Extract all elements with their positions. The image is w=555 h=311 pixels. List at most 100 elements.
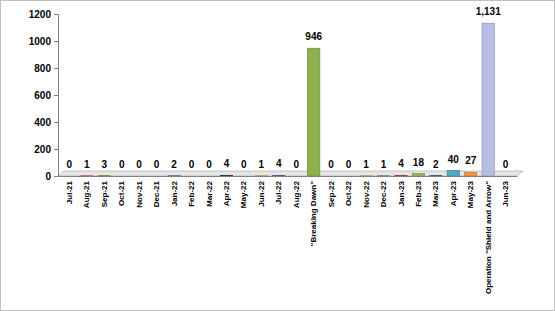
x-tick-label: Feb-23 [414, 180, 423, 206]
y-tick: 200 [34, 144, 58, 155]
x-tick: Oct-22 [344, 176, 353, 206]
x-tick-label: Oct-22 [344, 180, 353, 205]
x-tick-label: Jul-22 [274, 180, 283, 204]
data-label: 1 [259, 159, 265, 170]
x-tick: Aug-21 [82, 176, 91, 208]
data-label: 1 [84, 159, 90, 170]
x-tick: Feb-22 [187, 176, 196, 207]
x-tick: Oct-21 [117, 176, 126, 206]
bar [465, 172, 477, 176]
bar [168, 175, 180, 176]
x-tick-label: May-23 [466, 180, 475, 208]
x-tick: Apr-22 [222, 176, 231, 206]
bar [395, 175, 407, 176]
y-tick-mark [54, 41, 58, 42]
y-tick-mark [54, 95, 58, 96]
x-tick: Jul-21 [65, 176, 74, 204]
y-tick-label: 1000 [29, 36, 52, 47]
x-tick-label: Oct-21 [117, 180, 126, 205]
data-label: 0 [346, 159, 352, 170]
bar [360, 175, 372, 176]
y-tick: 1000 [29, 36, 58, 47]
data-label: 3 [101, 159, 107, 170]
data-label: 0 [503, 159, 509, 170]
y-tick-mark [54, 68, 58, 69]
x-tick-label: Jun-22 [257, 180, 266, 206]
data-label: 40 [448, 154, 460, 165]
x-tick-label: Nov-22 [362, 180, 371, 207]
x-axis: Jul-21Aug-21Sep-21Oct-21Nov-21Dec-21Jan-… [59, 176, 518, 294]
y-axis: 020040060080010001200 [29, 9, 59, 182]
x-tick: Feb-23 [414, 176, 423, 207]
data-label: 0 [241, 159, 247, 170]
bar [412, 174, 424, 176]
data-label: 0 [154, 159, 160, 170]
bar [81, 175, 93, 176]
data-label: 4 [276, 158, 282, 169]
data-label: 4 [224, 158, 230, 169]
x-tick-label: Jul-21 [65, 180, 74, 204]
y-axis-line [54, 15, 59, 177]
data-label: 2 [171, 159, 177, 170]
bar [377, 175, 389, 176]
bar [185, 176, 197, 177]
bar [98, 175, 110, 176]
bar [325, 176, 337, 177]
data-label: 2 [433, 159, 439, 170]
data-label: 0 [136, 159, 142, 170]
bar [255, 175, 267, 176]
x-tick: Mar-23 [431, 176, 440, 207]
chart: 020040060080010001200Jul-21Aug-21Sep-21O… [0, 0, 555, 311]
x-tick-label: Mar-22 [205, 180, 214, 206]
bar [238, 176, 250, 177]
bar [116, 176, 128, 177]
y-tick-label: 400 [34, 117, 51, 128]
x-tick-label: Apr-23 [449, 180, 458, 206]
frame [1, 1, 555, 311]
data-label: 4 [398, 158, 404, 169]
data-label: 0 [119, 159, 125, 170]
bar [150, 176, 162, 177]
data-label: 946 [305, 31, 322, 42]
data-label: 27 [465, 155, 477, 166]
bar [500, 176, 512, 177]
y-tick-mark [54, 14, 58, 15]
x-tick-label: Aug-21 [82, 180, 91, 208]
bars [81, 23, 495, 176]
y-tick-mark [54, 176, 58, 177]
data-label: 0 [293, 159, 299, 170]
x-tick-label: Nov-21 [135, 180, 144, 207]
x-tick: Operation "Shield and Arrow" [484, 176, 493, 294]
bar [430, 175, 442, 176]
data-labels: 013000200401409460011418240271,1310 [67, 6, 509, 170]
y-tick-label: 800 [34, 63, 51, 74]
x-tick: May-22 [239, 176, 248, 208]
bar [203, 176, 215, 177]
y-tick: 600 [34, 90, 58, 101]
x-tick-label: Jan-23 [397, 180, 406, 206]
bar [308, 48, 320, 176]
x-tick: Dec-21 [152, 176, 161, 207]
bar [290, 176, 302, 177]
x-tick: Mar-22 [205, 176, 214, 207]
x-tick-label: Dec-22 [379, 180, 388, 207]
x-tick: Sep-22 [327, 176, 336, 207]
y-tick: 400 [34, 117, 58, 128]
x-tick-label: Operation "Shield and Arrow" [484, 181, 493, 294]
x-tick-label: Jan-22 [170, 180, 179, 206]
bar [133, 176, 145, 177]
x-tick-label: "Breaking Dawn" [309, 181, 318, 247]
x-tick: Nov-22 [362, 176, 371, 208]
x-tick-label: May-22 [239, 180, 248, 208]
x-tick-label: Mar-23 [431, 180, 440, 206]
y-tick: 800 [34, 63, 58, 74]
x-tick: Apr-23 [449, 176, 458, 206]
x-axis-line [59, 176, 518, 177]
x-tick: Jun-23 [501, 176, 510, 207]
data-label: 0 [328, 159, 334, 170]
y-tick-label: 200 [34, 144, 51, 155]
x-tick-label: Sep-22 [327, 180, 336, 207]
y-tick-label: 0 [45, 171, 51, 182]
bar [342, 176, 354, 177]
x-tick-label: Jun-23 [501, 180, 510, 206]
